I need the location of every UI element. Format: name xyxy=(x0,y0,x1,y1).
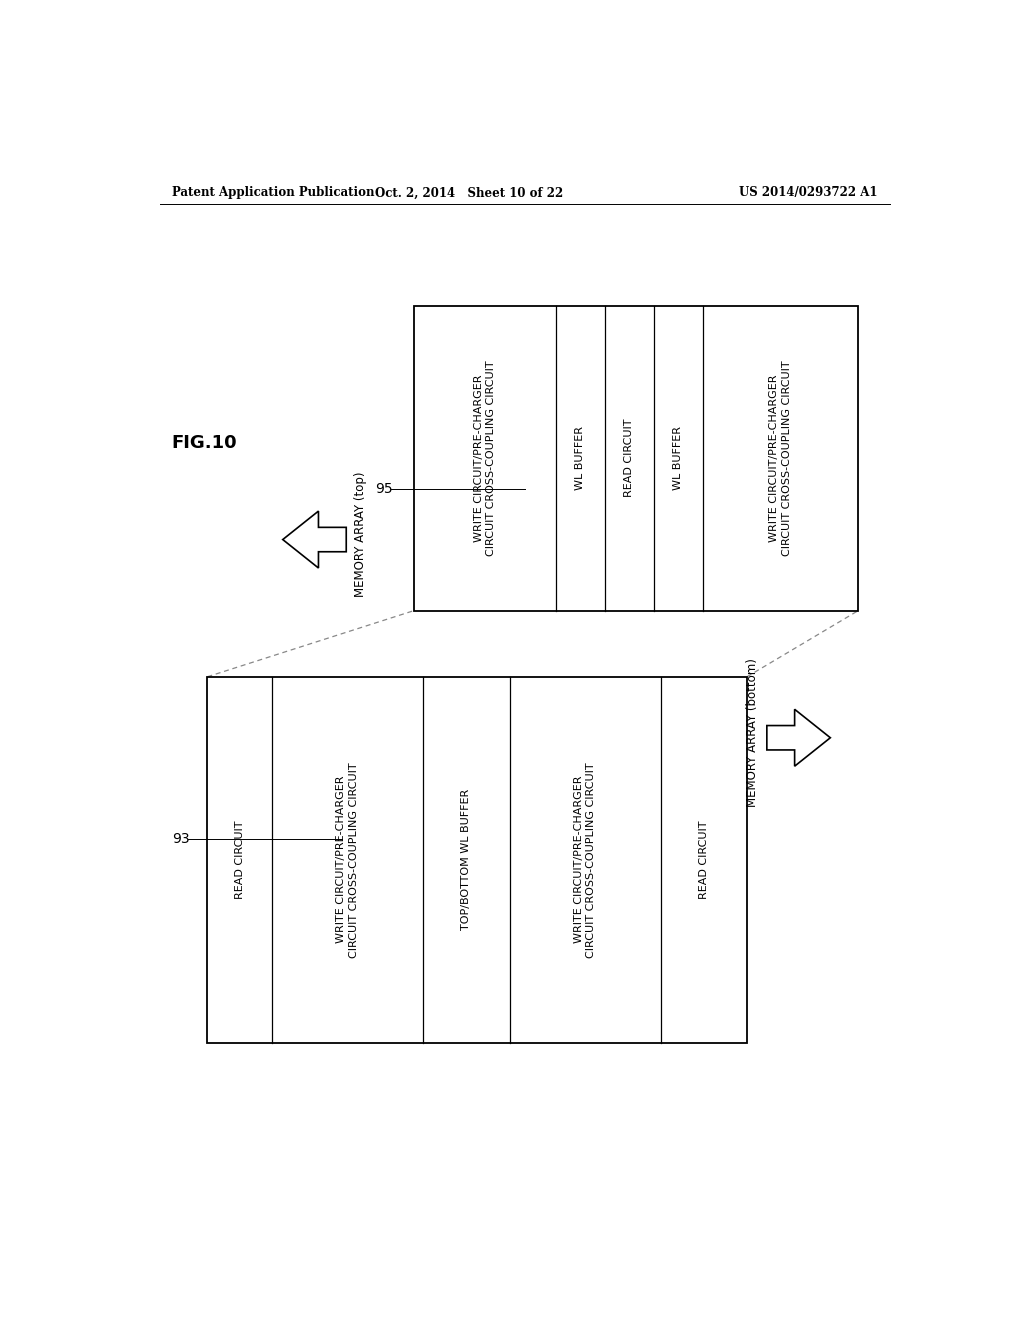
Text: WRITE CIRCUIT/PRE-CHARGER
CIRCUIT CROSS-COUPLING CIRCUIT: WRITE CIRCUIT/PRE-CHARGER CIRCUIT CROSS-… xyxy=(573,762,596,957)
Text: READ CIRCUIT: READ CIRCUIT xyxy=(234,821,245,899)
Text: MEMORY ARRAY (top): MEMORY ARRAY (top) xyxy=(354,471,368,597)
Text: READ CIRCUIT: READ CIRCUIT xyxy=(625,418,634,498)
Bar xyxy=(207,677,748,1043)
Text: WRITE CIRCUIT/PRE-CHARGER
CIRCUIT CROSS-COUPLING CIRCUIT: WRITE CIRCUIT/PRE-CHARGER CIRCUIT CROSS-… xyxy=(474,360,496,556)
Text: MEMORY ARRAY (bottom): MEMORY ARRAY (bottom) xyxy=(745,659,759,807)
Polygon shape xyxy=(283,511,346,568)
Text: US 2014/0293722 A1: US 2014/0293722 A1 xyxy=(739,186,878,199)
Text: WL BUFFER: WL BUFFER xyxy=(575,426,586,490)
Text: FIG.10: FIG.10 xyxy=(172,434,238,451)
Text: 93: 93 xyxy=(172,833,190,846)
Text: Patent Application Publication: Patent Application Publication xyxy=(172,186,374,199)
Text: WRITE CIRCUIT/PRE-CHARGER
CIRCUIT CROSS-COUPLING CIRCUIT: WRITE CIRCUIT/PRE-CHARGER CIRCUIT CROSS-… xyxy=(337,762,358,957)
Polygon shape xyxy=(767,709,830,766)
Bar xyxy=(414,306,858,611)
Text: Oct. 2, 2014   Sheet 10 of 22: Oct. 2, 2014 Sheet 10 of 22 xyxy=(375,186,563,199)
Text: WL BUFFER: WL BUFFER xyxy=(673,426,683,490)
Text: WRITE CIRCUIT/PRE-CHARGER
CIRCUIT CROSS-COUPLING CIRCUIT: WRITE CIRCUIT/PRE-CHARGER CIRCUIT CROSS-… xyxy=(769,360,792,556)
Text: 95: 95 xyxy=(376,482,393,496)
Text: TOP/BOTTOM WL BUFFER: TOP/BOTTOM WL BUFFER xyxy=(462,789,471,931)
Text: READ CIRCUIT: READ CIRCUIT xyxy=(698,821,709,899)
